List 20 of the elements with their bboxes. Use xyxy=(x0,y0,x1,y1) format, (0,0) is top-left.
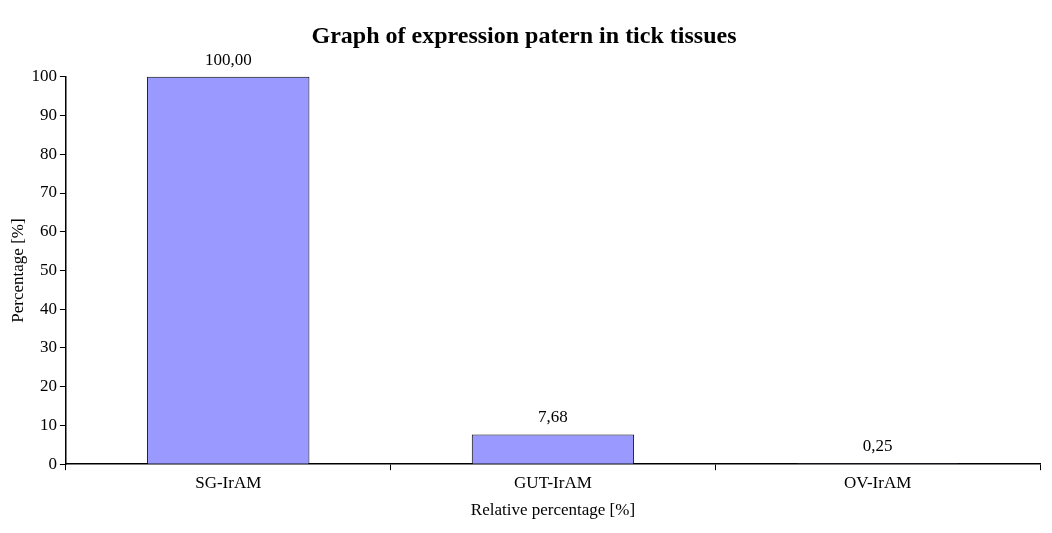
x-tick-label: GUT-IrAM xyxy=(514,472,592,492)
chart-title: Graph of expression patern in tick tissues xyxy=(311,21,737,48)
data-label: 100,00 xyxy=(204,49,252,69)
y-tick-label: 90 xyxy=(39,105,57,125)
y-tick-label: 20 xyxy=(39,376,57,396)
y-tick-label: 60 xyxy=(39,221,57,241)
y-tick-label: 10 xyxy=(39,414,57,434)
x-tick-label: OV-IrAM xyxy=(843,472,912,492)
y-tick-label: 80 xyxy=(39,143,57,163)
y-tick-label: 50 xyxy=(39,259,57,279)
y-axis-title: Percentage [%] xyxy=(7,218,27,323)
data-label: 0,25 xyxy=(862,436,893,456)
y-tick-label: 40 xyxy=(39,298,57,318)
x-axis-title: Relative percentage [%] xyxy=(470,500,636,520)
x-tick-label: SG-IrAM xyxy=(195,472,262,492)
y-tick-label: 0 xyxy=(48,453,57,473)
y-tick-label: 70 xyxy=(39,182,57,202)
data-label: 7,68 xyxy=(538,407,568,427)
y-tick-label: 100 xyxy=(31,66,57,86)
y-tick-label: 30 xyxy=(39,337,57,357)
